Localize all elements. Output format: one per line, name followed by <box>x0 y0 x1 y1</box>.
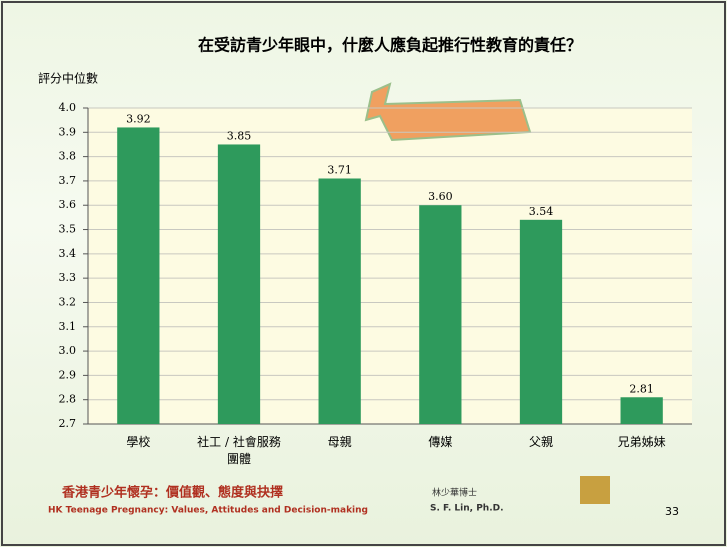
value-label: 3.71 <box>327 163 352 176</box>
y-tick-label: 2.7 <box>59 417 77 430</box>
y-axis-label: 評分中位數 <box>38 71 98 86</box>
footer-title: 香港青少年懷孕：價值觀、態度與抉擇 <box>61 485 283 501</box>
y-tick-label: 3.2 <box>59 295 77 308</box>
x-tick-label: 學校 <box>83 434 193 451</box>
y-tick-label: 2.8 <box>59 393 77 406</box>
plot-area <box>88 108 692 424</box>
y-tick-label: 3.9 <box>59 125 77 138</box>
bar <box>218 144 260 424</box>
y-tick-label: 3.8 <box>59 150 77 163</box>
page-number: 33 <box>665 505 679 518</box>
value-label: 3.85 <box>227 129 252 142</box>
bar <box>419 205 461 424</box>
chart-title: 在受訪青少年眼中，什麼人應負起推行性教育的責任？ <box>198 36 582 55</box>
footer-subtitle: HK Teenage Pregnancy: Values, Attitudes … <box>48 506 368 516</box>
value-label: 3.92 <box>126 112 151 125</box>
y-tick-label: 3.4 <box>59 247 77 260</box>
x-tick-label: 兄弟姊妹 <box>587 434 697 451</box>
bar <box>621 397 663 424</box>
bar <box>117 127 159 424</box>
y-tick-label: 3.0 <box>59 344 77 357</box>
arrow-decoration <box>366 84 530 140</box>
x-tick-label: 傳媒 <box>385 434 495 451</box>
y-tick-label: 3.5 <box>59 223 77 236</box>
value-label: 2.81 <box>629 382 654 395</box>
slide: 在受訪青少年眼中，什麼人應負起推行性教育的責任？ 評分中位數 香港青少年懷孕：價… <box>0 0 727 547</box>
x-tick-label: 社工 / 社會服務 團體 <box>184 434 294 468</box>
x-tick-label: 父親 <box>486 434 596 451</box>
bar <box>319 178 361 424</box>
x-tick-label: 母親 <box>285 434 395 451</box>
chart: 在受訪青少年眼中，什麼人應負起推行性教育的責任？ 評分中位數 香港青少年懷孕：價… <box>0 0 727 547</box>
author-en: S. F. Lin, Ph.D. <box>430 504 504 514</box>
author: 林少華博士 <box>432 487 477 499</box>
bar <box>520 220 562 424</box>
y-tick-label: 3.3 <box>59 271 77 284</box>
y-tick-label: 3.7 <box>59 174 77 187</box>
y-tick-label: 3.1 <box>59 320 77 333</box>
value-label: 3.60 <box>428 190 453 203</box>
y-tick-label: 4.0 <box>59 101 77 114</box>
value-label: 3.54 <box>529 205 554 218</box>
y-tick-label: 3.6 <box>59 198 77 211</box>
y-tick-label: 2.9 <box>59 368 77 381</box>
logo <box>580 476 610 504</box>
